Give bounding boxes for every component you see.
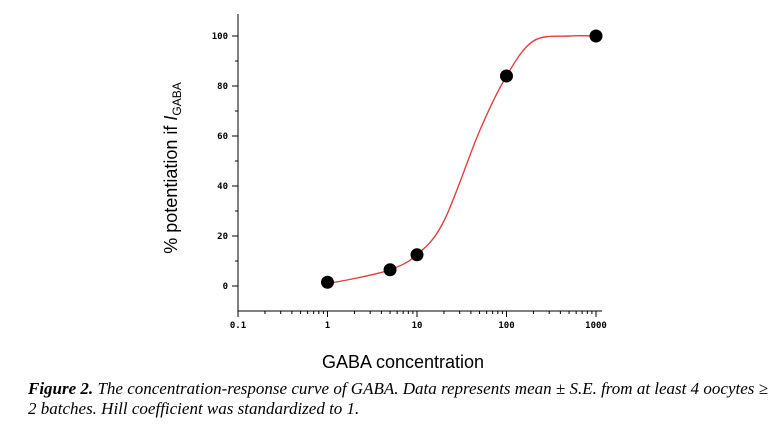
fit-curve-layer xyxy=(327,34,597,285)
chart-area: 0 20 40 60 80 100 0.1 1 10 100 1000 GABA concentra… xyxy=(161,14,607,372)
y-tick-label: 60 xyxy=(217,132,228,142)
data-point xyxy=(321,275,334,289)
data-points-layer xyxy=(321,29,603,289)
y-tick-label: 80 xyxy=(217,82,228,92)
data-point xyxy=(383,263,397,277)
figure-caption: Figure 2. The concentration-response cur… xyxy=(28,379,768,419)
data-point xyxy=(500,69,513,83)
x-tick-label: 1000 xyxy=(585,321,607,331)
caption-text: The concentration-response curve of GABA… xyxy=(28,379,768,418)
y-tick-label: 20 xyxy=(217,232,228,242)
x-tick-label: 1 xyxy=(325,321,330,331)
x-tick-label: 0.1 xyxy=(230,321,246,331)
data-point xyxy=(410,248,424,262)
y-axis-title-subscript: GABA xyxy=(170,82,184,115)
x-tick-label: 100 xyxy=(498,321,514,331)
chart-svg: 0 20 40 60 80 100 0.1 1 10 100 1000 GABA concentra… xyxy=(161,14,607,372)
y-axis-title-prefix: % potentiation if xyxy=(161,121,181,254)
axes: 0 20 40 60 80 100 0.1 1 10 100 1000 xyxy=(212,14,607,331)
caption-label: Figure 2. xyxy=(28,379,94,398)
y-tick-label: 0 xyxy=(223,282,228,292)
x-tick-label: 10 xyxy=(412,321,423,331)
y-axis-title: % potentiation if IGABA xyxy=(161,82,184,253)
y-axis-title-italic: I xyxy=(161,116,181,121)
y-tick-label: 100 xyxy=(212,32,228,42)
data-point xyxy=(589,29,603,43)
x-axis-title: GABA concentration xyxy=(322,352,484,372)
fit-curve xyxy=(327,34,597,285)
y-tick-label: 40 xyxy=(217,182,228,192)
